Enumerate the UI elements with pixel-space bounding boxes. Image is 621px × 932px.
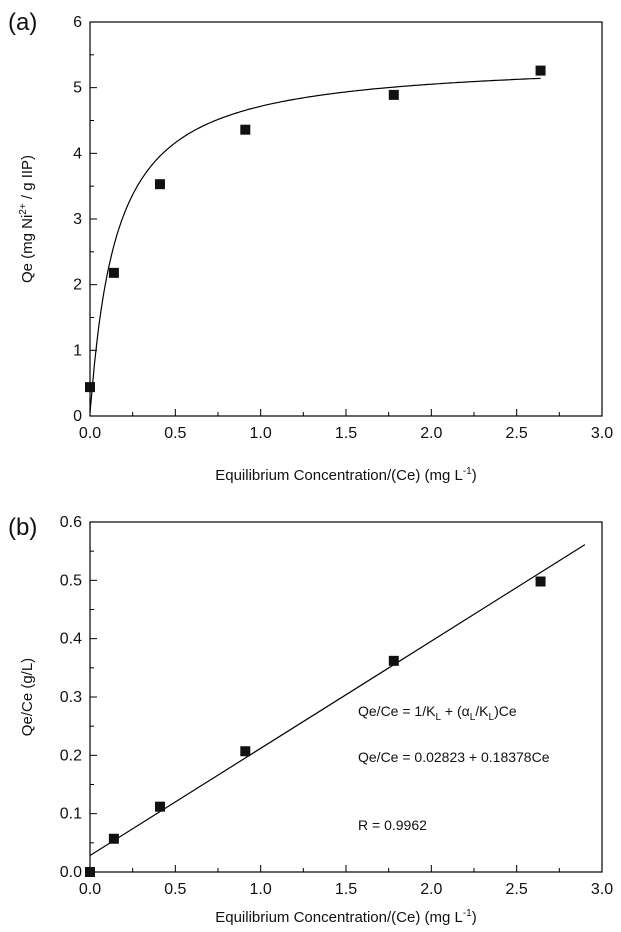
data-point-a [388,89,399,100]
y-axis-label-b: Qe/Ce (g/L) [19,658,36,736]
y-tick-label-a: 4 [73,145,82,162]
x-tick-label-b: 1.5 [335,881,357,898]
x-tick-label-a: 1.0 [250,425,272,442]
x-tick-label-b: 1.0 [250,881,272,898]
langmuir-fit-curve [89,77,541,413]
y-axis-label-a: Qe (mg Ni2+ / g IIP) [18,155,36,283]
y-tick-label-a: 0 [73,408,82,425]
y-tick-label-b: 0.5 [60,572,82,589]
x-tick-label-a: 0.0 [79,425,101,442]
y-tick-label-b: 0.1 [60,806,82,823]
x-tick-label-b: 3.0 [591,881,613,898]
data-point-a [535,65,546,76]
x-tick-label-a: 3.0 [591,425,613,442]
y-tick-label-b: 0.6 [60,514,82,531]
data-points-a [85,65,546,393]
plot-frame-b [89,521,603,873]
x-tick-label-b: 0.5 [164,881,186,898]
data-points-b [85,576,546,877]
linear-fit-line [89,544,586,857]
data-point-a [154,179,165,190]
chart-panel-b: (b) 0.0 0.5 1.0 1.5 2.0 2.5 3.0 0.0 0.1 0.2 0.3 0.4… [8,514,613,926]
y-tick-label-b: 0.0 [60,864,82,881]
chart-panel-a: (a) 0.0 0.5 1.0 1.5 2.0 2.5 3.0 0 1 2 3 4 5 6 Equilib… [8,9,613,484]
tick-group-a: 0.0 0.5 1.0 1.5 2.0 2.5 3.0 0 1 2 3 4 5 6 [73,14,613,442]
x-axis-label-a: Equilibrium Concentration/(Ce) (mg L-1) [215,466,477,484]
data-point-b [108,833,119,844]
y-tick-label-b: 0.2 [60,747,82,764]
data-point-a [85,382,95,393]
panel-label-b: (b) [8,514,37,541]
x-tick-label-a: 2.0 [420,425,442,442]
tick-group-b: 0.0 0.5 1.0 1.5 2.0 2.5 3.0 0.0 0.1 0.2 0.3 0.4 0.5 0… [60,514,613,898]
y-tick-label-b: 0.4 [60,631,82,648]
x-tick-label-b: 0.0 [79,881,101,898]
x-axis-label-b: Equilibrium Concentration/(Ce) (mg L-1) [215,908,477,926]
y-tick-label-a: 1 [73,342,82,359]
y-tick-label-a: 6 [73,14,82,31]
panel-label-a: (a) [8,9,37,36]
x-tick-label-b: 2.0 [420,881,442,898]
x-tick-label-b: 2.5 [506,881,528,898]
r-value: R = 0.9962 [358,817,427,833]
y-tick-label-b: 0.3 [60,689,82,706]
plot-frame-a [89,21,603,417]
data-point-b [388,655,399,666]
equation-general: Qe/Ce = 1/KL + (αL/KL)Ce [358,703,517,723]
x-tick-label-a: 1.5 [335,425,357,442]
x-tick-label-a: 0.5 [164,425,186,442]
data-point-a [108,267,119,278]
data-point-b [240,746,251,757]
y-tick-label-a: 2 [73,277,82,294]
data-point-b [535,576,546,587]
equation-fit: Qe/Ce = 0.02823 + 0.18378Ce [358,749,550,765]
y-tick-label-a: 5 [73,80,82,97]
y-tick-label-a: 3 [73,211,82,228]
data-point-a [240,124,251,135]
data-point-b [85,867,95,877]
x-tick-label-a: 2.5 [506,425,528,442]
data-point-b [154,801,165,812]
